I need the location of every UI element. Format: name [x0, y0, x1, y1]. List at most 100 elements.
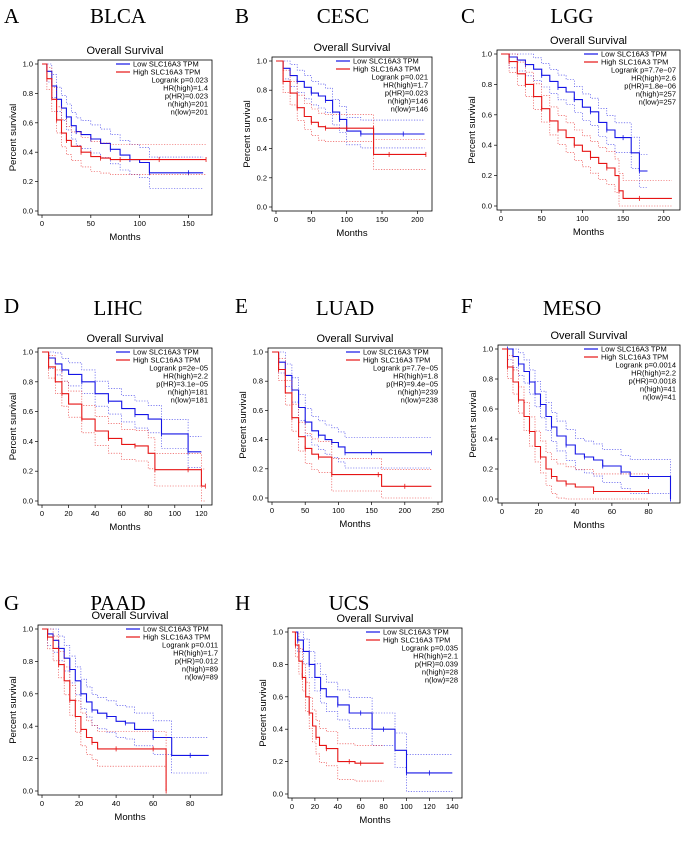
- y-tick-label: 0.8: [482, 80, 492, 89]
- stat-line: n(high)=146: [388, 97, 428, 106]
- y-tick-label: 1.0: [23, 60, 33, 69]
- panel-c: C LGG Overall Survival 0 50 100 150 200 0.0 0.2 0.…: [461, 4, 681, 238]
- x-tick-label: 0: [499, 214, 503, 223]
- x-tick-label: 50: [307, 215, 315, 224]
- x-tick-label: 50: [538, 214, 546, 223]
- plot-frame: [497, 344, 681, 504]
- y-tick-label: 0.8: [23, 377, 33, 386]
- ci-lower-high: [502, 348, 649, 500]
- x-axis-label: Months: [573, 520, 604, 531]
- y-tick-label: 0.4: [257, 144, 267, 153]
- ci-upper-high: [502, 348, 649, 475]
- x-tick-label: 100: [332, 506, 345, 515]
- plot-title: Overall Survival: [550, 330, 627, 342]
- ci-upper-low: [502, 348, 671, 481]
- survival-curve-high: [501, 53, 672, 199]
- stat-line: n(high)=201: [168, 100, 208, 109]
- legend-label: Low SLC16A3 TPM: [133, 348, 199, 357]
- cancer-title: LGG: [550, 4, 593, 28]
- y-axis-label: Percent survival: [8, 104, 19, 172]
- y-tick-label: 0.0: [482, 202, 492, 211]
- ci-lower-high: [42, 63, 206, 175]
- x-tick-label: 150: [182, 219, 195, 228]
- cancer-title: BLCA: [90, 4, 147, 28]
- x-axis-label: Months: [339, 519, 370, 530]
- y-tick-label: 0.4: [273, 725, 283, 734]
- y-tick-label: 0.0: [253, 494, 263, 503]
- x-tick-label: 200: [411, 215, 424, 224]
- survival-curve-high: [42, 351, 206, 487]
- x-tick-label: 100: [169, 509, 182, 518]
- ci-lower-low: [276, 60, 425, 149]
- y-tick-label: 1.0: [482, 50, 492, 59]
- stat-line: HR(high)=2.6: [631, 74, 676, 83]
- stat-line: n(high)=28: [422, 668, 458, 677]
- stat-line: n(high)=239: [398, 388, 438, 397]
- stat-line: p(HR)=3.1e−05: [156, 380, 208, 389]
- x-tick-label: 20: [75, 799, 83, 808]
- y-tick-label: 0.6: [257, 115, 267, 124]
- cancer-title: MESO: [543, 296, 601, 320]
- x-tick-label: 150: [376, 215, 389, 224]
- panel-letter: A: [4, 4, 20, 28]
- y-tick-label: 0.6: [483, 405, 493, 414]
- plot-title: Overall Survival: [91, 610, 168, 622]
- plot-frame: [271, 56, 433, 212]
- plot-frame: [37, 347, 213, 506]
- stat-line: p(HR)=0.023: [385, 89, 428, 98]
- x-axis-label: Months: [109, 232, 140, 243]
- y-tick-label: 1.0: [483, 345, 493, 354]
- y-tick-label: 0.0: [273, 790, 283, 799]
- stat-line: Logrank p=0.021: [371, 73, 428, 82]
- survival-curve-low: [42, 351, 202, 453]
- x-tick-label: 40: [112, 799, 120, 808]
- y-axis-label: Percent survival: [258, 679, 269, 747]
- x-tick-label: 0: [40, 219, 44, 228]
- ci-lower-high: [292, 631, 384, 782]
- y-tick-label: 0.6: [273, 692, 283, 701]
- stat-line: n(low)=146: [391, 105, 428, 114]
- ci-upper-low: [42, 351, 202, 437]
- y-tick-label: 0.2: [23, 467, 33, 476]
- ci-upper-low: [501, 53, 648, 155]
- y-tick-label: 0.0: [23, 497, 33, 506]
- stat-line: Logrank p=2e−05: [149, 364, 208, 373]
- stat-line: Logrank p=0.0014: [615, 361, 676, 370]
- y-tick-label: 0.0: [23, 787, 33, 796]
- ci-upper-high: [501, 53, 672, 181]
- stat-line: n(low)=28: [425, 676, 458, 685]
- stat-line: HR(high)=1.4: [163, 84, 208, 93]
- panel-b: B CESC Overall Survival 0 50 100 150 200 0.0 0.2 0…: [235, 4, 433, 239]
- panel-letter: D: [4, 294, 19, 318]
- y-tick-label: 0.0: [257, 203, 267, 212]
- x-tick-label: 20: [64, 509, 72, 518]
- survival-curve-high: [276, 60, 426, 155]
- stat-line: HR(high)=2.2: [163, 372, 208, 381]
- x-tick-label: 0: [40, 509, 44, 518]
- cancer-title: PAAD: [90, 591, 145, 615]
- stat-line: n(high)=41: [640, 385, 676, 394]
- plot-title: Overall Survival: [86, 45, 163, 57]
- y-tick-label: 0.6: [23, 118, 33, 127]
- x-tick-label: 80: [379, 802, 387, 811]
- ci-lower-low: [42, 351, 202, 468]
- legend-label: High SLC16A3 TPM: [353, 65, 420, 74]
- plot-frame: [37, 624, 223, 796]
- x-tick-label: 60: [608, 507, 616, 516]
- stat-line: p(HR)=0.0018: [629, 377, 676, 386]
- y-tick-label: 0.0: [483, 495, 493, 504]
- x-axis-label: Months: [359, 815, 390, 826]
- ci-upper-high: [292, 631, 384, 746]
- plot-frame: [496, 49, 681, 211]
- y-tick-label: 1.0: [23, 348, 33, 357]
- stat-line: n(low)=41: [643, 393, 676, 402]
- stat-line: p(HR)=0.012: [175, 657, 218, 666]
- survival-curve-high: [292, 631, 384, 764]
- survival-curve-high: [272, 351, 432, 487]
- ci-upper-low: [42, 63, 204, 158]
- ci-upper-low: [292, 631, 453, 755]
- legend-label: Low SLC16A3 TPM: [383, 628, 449, 637]
- x-tick-label: 150: [617, 214, 630, 223]
